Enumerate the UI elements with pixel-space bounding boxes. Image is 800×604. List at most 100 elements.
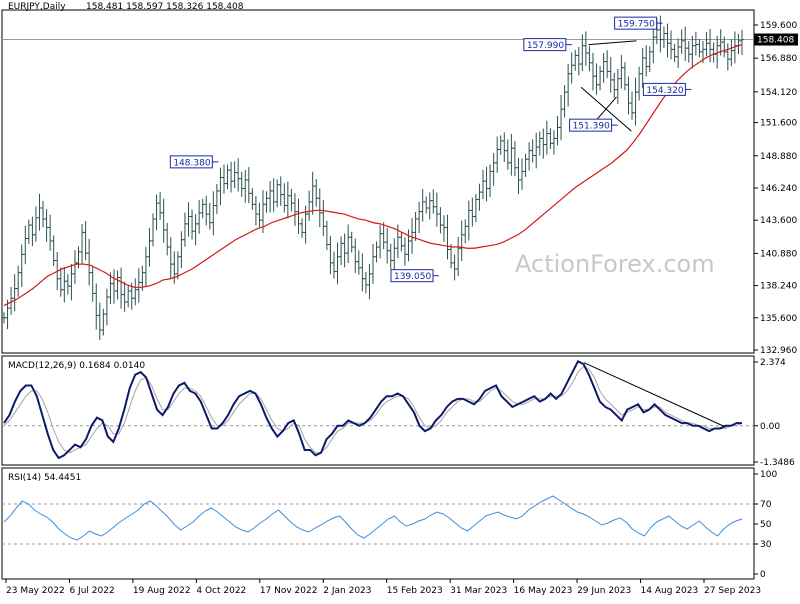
ohlc-bar: [661, 26, 666, 49]
ohlc-bar: [300, 218, 305, 238]
ohlc-bar: [427, 192, 432, 220]
ohlc-bar: [250, 187, 255, 210]
ohlc-bar: [324, 220, 329, 251]
ohlc-bar: [367, 263, 372, 300]
price-tick-label: 132.960: [760, 346, 797, 356]
macd-header: MACD(12,26,9) 0.1684 0.0140: [8, 361, 145, 371]
ohlc-bar: [658, 15, 663, 53]
x-tick-label: 19 Aug 2022: [133, 586, 191, 596]
rsi-header: RSI(14) 54.4451: [8, 473, 81, 483]
ohlc-bar: [356, 250, 361, 275]
macd-tick-label: 0.00: [760, 422, 780, 432]
ohlc-bar: [505, 139, 510, 170]
ohlc-bar: [197, 200, 202, 234]
ohlc-bar: [253, 195, 258, 226]
ohlc-bar: [424, 196, 429, 214]
ohlc-bar: [182, 212, 187, 247]
ohlc-bar: [19, 244, 24, 287]
price-annotation: 154.320: [642, 82, 692, 96]
ohlc-bar: [268, 181, 273, 213]
ohlc-bar: [69, 263, 74, 301]
ohlc-bar: [672, 43, 677, 63]
ohlc-bar: [431, 189, 436, 214]
ohlc-bar: [119, 267, 124, 309]
ohlc-bar: [83, 221, 88, 261]
ohlc-bar: [537, 131, 542, 156]
ohlc-bar: [555, 116, 560, 146]
ohlc-bar: [246, 167, 251, 204]
macd-panel-frame: [1, 355, 755, 466]
ohlc-bar: [516, 157, 521, 195]
svg-text:159.750: 159.750: [618, 20, 655, 30]
ohlc-bar: [296, 198, 301, 234]
ohlc-bar: [594, 63, 599, 95]
ohlc-bar: [161, 198, 166, 243]
ohlc-bar: [569, 52, 574, 84]
ohlc-bar: [669, 30, 674, 60]
ohlc-bar: [218, 167, 223, 206]
ohlc-bar: [566, 63, 571, 107]
ohlc-bar: [441, 215, 446, 242]
ohlc-bar: [289, 188, 294, 212]
rsi-panel-frame: [1, 467, 755, 580]
ohlc-bar: [23, 225, 28, 265]
macd-tick-label: 2.374: [760, 358, 786, 368]
svg-text:139.050: 139.050: [394, 272, 431, 282]
ohlc-bar: [512, 141, 517, 177]
ohlc-bar: [158, 191, 163, 220]
ohlc-bar: [72, 250, 77, 284]
ohlc-bar: [87, 238, 92, 286]
x-tick-label: 2 Jan 2023: [323, 586, 371, 596]
ohlc-bar: [104, 288, 109, 326]
ohlc-bar: [633, 77, 638, 126]
ohlc-bar: [211, 191, 216, 236]
ohlc-bar: [477, 183, 482, 211]
price-tick-label: 135.600: [760, 314, 797, 324]
ohlc-bar: [342, 233, 347, 268]
resistance-connector: [588, 40, 637, 46]
ohlc-bar: [278, 176, 283, 206]
ohlc-bar: [470, 197, 475, 227]
ohlc-bar: [80, 223, 85, 264]
ohlc-bar: [193, 213, 198, 246]
current-price-label: 158.408: [757, 36, 794, 46]
ohlc-bar: [651, 28, 656, 64]
x-tick-label: 23 May 2022: [6, 586, 65, 596]
ohlc-bar: [264, 191, 269, 213]
ohlc-bar: [154, 194, 159, 231]
price-tick-label: 138.240: [760, 282, 797, 292]
ohlc-bar: [740, 29, 744, 56]
ohlc-bar: [598, 65, 603, 91]
ohlc-bar: [236, 158, 241, 192]
ohlc-bar: [541, 128, 546, 159]
ohlc-bar: [371, 243, 375, 284]
ohlc-bar: [509, 133, 514, 176]
ohlc-bar: [168, 237, 173, 279]
ohlc-bar: [608, 57, 613, 93]
ohlc-bar: [381, 222, 386, 250]
ohlc-bar: [480, 169, 485, 200]
price-header-ohlc: 158.481 158.597 158.326 158.408: [86, 2, 244, 12]
ohlc-bar: [335, 242, 340, 285]
ohlc-bar: [317, 188, 322, 228]
ohlc-bar: [502, 132, 507, 162]
ohlc-bar: [619, 54, 624, 89]
ohlc-bar: [523, 153, 528, 177]
ohlc-bar: [221, 164, 226, 194]
x-tick-label: 17 Nov 2022: [260, 586, 318, 596]
ohlc-bar: [151, 213, 156, 247]
ohlc-bar: [590, 52, 595, 91]
ohlc-bar: [520, 158, 525, 190]
ohlc-bar: [126, 285, 131, 308]
ohlc-bar: [456, 236, 461, 276]
rsi-tick-label: 70: [760, 500, 772, 510]
ohlc-bar: [165, 222, 170, 256]
price-header-symbol: EURJPY,Daily: [8, 2, 66, 12]
ohlc-bar: [527, 142, 532, 171]
ohlc-bar: [207, 202, 212, 230]
ohlc-bar: [51, 235, 56, 266]
ohlc-bar: [90, 265, 95, 302]
ohlc-bar: [420, 189, 425, 222]
ohlc-bar: [711, 42, 716, 63]
price-tick-label: 156.880: [760, 54, 797, 64]
